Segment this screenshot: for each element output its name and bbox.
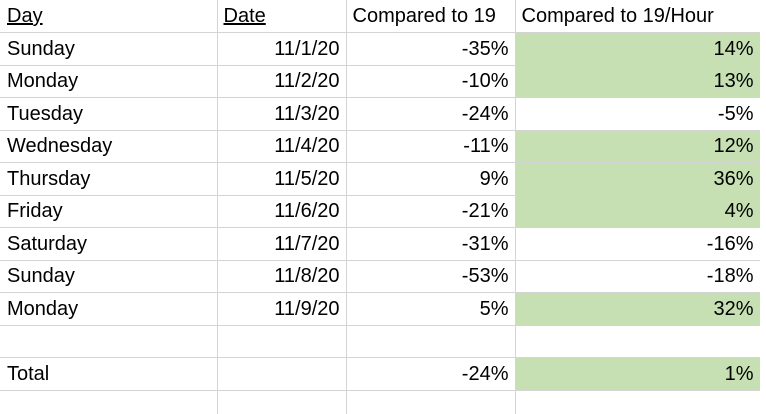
date-cell[interactable]: 11/3/20	[216, 97, 347, 131]
header-cell-day[interactable]: Day	[0, 0, 218, 33]
date-cell[interactable]: 11/9/20	[216, 292, 347, 326]
header-row: Day Date Compared to 19 Compared to 19/H…	[0, 0, 761, 33]
empty-cell[interactable]	[345, 324, 516, 358]
compared-hour-cell[interactable]: 36%	[514, 162, 761, 196]
compared-cell[interactable]: -53%	[345, 259, 516, 293]
compared-cell[interactable]: -11%	[345, 129, 516, 163]
table-row: Sunday 11/1/20 -35% 14%	[0, 32, 761, 66]
compared-cell[interactable]: 9%	[345, 162, 516, 196]
header-cell-compared-hour[interactable]: Compared to 19/Hour	[514, 0, 761, 33]
date-cell[interactable]: 11/7/20	[216, 227, 347, 261]
table-row: Sunday 11/8/20 -53% -18%	[0, 259, 761, 293]
header-cell-compared[interactable]: Compared to 19	[345, 0, 516, 33]
table-row: Friday 11/6/20 -21% 4%	[0, 194, 761, 228]
day-cell[interactable]: Saturday	[0, 227, 218, 261]
total-row: Total -24% 1%	[0, 357, 761, 391]
day-cell[interactable]: Monday	[0, 292, 218, 326]
date-cell[interactable]: 11/1/20	[216, 32, 347, 66]
next-column-edge[interactable]	[760, 0, 766, 414]
empty-row	[0, 324, 761, 358]
total-compared-cell[interactable]: -24%	[345, 357, 516, 391]
compared-hour-cell[interactable]: -16%	[514, 227, 761, 261]
header-cell-date[interactable]: Date	[216, 0, 347, 33]
empty-cell[interactable]	[345, 389, 516, 414]
compared-hour-cell[interactable]: 32%	[514, 292, 761, 326]
total-label-cell[interactable]: Total	[0, 357, 218, 391]
table-row: Wednesday 11/4/20 -11% 12%	[0, 129, 761, 163]
table-row: Monday 11/9/20 5% 32%	[0, 292, 761, 326]
empty-row	[0, 389, 761, 414]
empty-cell[interactable]	[216, 389, 347, 414]
total-compared-hour-cell[interactable]: 1%	[514, 357, 761, 391]
empty-cell[interactable]	[0, 389, 218, 414]
table-row: Monday 11/2/20 -10% 13%	[0, 64, 761, 98]
compared-cell[interactable]: -24%	[345, 97, 516, 131]
table-row: Saturday 11/7/20 -31% -16%	[0, 227, 761, 261]
compared-cell[interactable]: -10%	[345, 64, 516, 98]
date-cell[interactable]: 11/4/20	[216, 129, 347, 163]
compared-hour-cell[interactable]: 4%	[514, 194, 761, 228]
compared-hour-cell[interactable]: 12%	[514, 129, 761, 163]
compared-cell[interactable]: -21%	[345, 194, 516, 228]
date-cell[interactable]: 11/6/20	[216, 194, 347, 228]
date-cell[interactable]: 11/5/20	[216, 162, 347, 196]
header-day-label: Day	[7, 5, 43, 27]
day-cell[interactable]: Friday	[0, 194, 218, 228]
day-cell[interactable]: Sunday	[0, 32, 218, 66]
compared-cell[interactable]: 5%	[345, 292, 516, 326]
empty-cell[interactable]	[514, 324, 761, 358]
empty-cell[interactable]	[514, 389, 761, 414]
empty-cell[interactable]	[216, 357, 347, 391]
compared-hour-cell[interactable]: 13%	[514, 64, 761, 98]
date-cell[interactable]: 11/8/20	[216, 259, 347, 293]
compared-hour-cell[interactable]: -18%	[514, 259, 761, 293]
empty-cell[interactable]	[0, 324, 218, 358]
compared-hour-cell[interactable]: 14%	[514, 32, 761, 66]
date-cell[interactable]: 11/2/20	[216, 64, 347, 98]
table-row: Tuesday 11/3/20 -24% -5%	[0, 97, 761, 131]
day-cell[interactable]: Tuesday	[0, 97, 218, 131]
day-cell[interactable]: Thursday	[0, 162, 218, 196]
compared-hour-cell[interactable]: -5%	[514, 97, 761, 131]
empty-cell[interactable]	[216, 324, 347, 358]
table-row: Thursday 11/5/20 9% 36%	[0, 162, 761, 196]
compared-cell[interactable]: -31%	[345, 227, 516, 261]
header-date-label: Date	[223, 5, 266, 27]
compared-cell[interactable]: -35%	[345, 32, 516, 66]
day-cell[interactable]: Monday	[0, 64, 218, 98]
day-cell[interactable]: Sunday	[0, 259, 218, 293]
day-cell[interactable]: Wednesday	[0, 129, 218, 163]
